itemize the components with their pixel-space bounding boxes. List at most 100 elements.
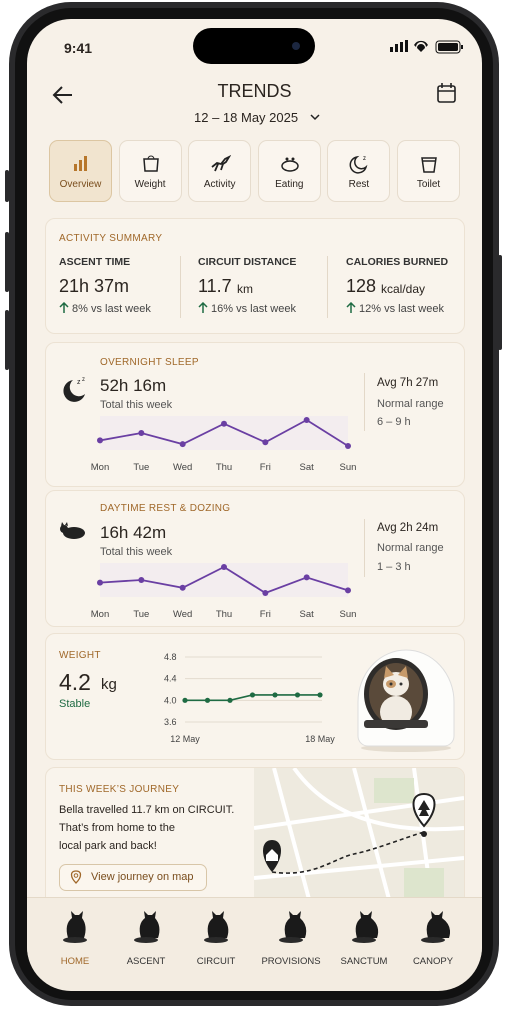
svg-text:z: z — [363, 156, 366, 162]
total: 52h 16m — [100, 376, 167, 395]
metric-unit: km — [237, 282, 253, 296]
tab[interactable]: Toilet — [397, 140, 460, 202]
day-label: Sun — [340, 462, 357, 473]
y-tick-label: 3.6 — [164, 717, 177, 727]
point — [303, 417, 310, 423]
nav-label: HOME — [60, 956, 90, 967]
day-label: Sun — [340, 609, 357, 620]
range-label: Normal range — [377, 542, 444, 554]
day-label: Mon — [91, 462, 109, 473]
tab-label: Weight — [134, 179, 166, 190]
point — [249, 692, 256, 698]
journey-text: That’s from home to the — [59, 822, 175, 834]
metric-label: CIRCUIT DISTANCE — [198, 256, 297, 268]
point — [345, 443, 351, 449]
nav-item[interactable]: ASCENT — [111, 898, 181, 978]
point — [221, 420, 227, 427]
average: Avg 2h 24m — [377, 522, 439, 534]
metric-value: 11.7 — [198, 276, 232, 296]
point — [179, 584, 186, 591]
metric-label: CALORIES BURNED — [346, 256, 449, 268]
point — [138, 577, 145, 583]
metric-change: 16% vs last week — [211, 303, 296, 315]
tab-label: Toilet — [416, 179, 441, 190]
button-label: View journey on map — [91, 871, 194, 883]
metric-value: 21h 37m — [59, 276, 130, 296]
map — [254, 768, 464, 918]
point — [227, 697, 233, 703]
day-label: Thu — [216, 462, 232, 473]
day-label: Fri — [260, 462, 271, 473]
card-title: ACTIVITY SUMMARY — [59, 233, 163, 244]
nav-item[interactable]: HOME — [40, 898, 110, 978]
journey-card: THIS WEEK’S JOURNEY View journey on map … — [45, 767, 465, 919]
date-range[interactable]: 12 – 18 May 2025 — [194, 110, 299, 125]
point — [294, 692, 301, 698]
point — [262, 590, 269, 596]
tab-label: Rest — [348, 179, 370, 190]
weight-value: 4.2 — [59, 669, 91, 695]
weight-chart: 3.6 4.0 4.4 4.8 12 May 18 May — [164, 652, 335, 744]
average: Avg 7h 27m — [377, 377, 439, 389]
point — [97, 579, 103, 586]
card-title: OVERNIGHT SLEEP — [100, 357, 199, 368]
point — [262, 439, 269, 446]
journey-text: Bella travelled 11.7 km on CIRCUIT. — [59, 804, 235, 816]
view-map-button[interactable]: View journey on map — [59, 864, 207, 891]
range-label: Normal range — [377, 398, 444, 410]
tab-label: Overview — [59, 179, 102, 190]
day-label: Fri — [260, 609, 271, 620]
day-label: Thu — [216, 609, 232, 620]
litter-box-image — [357, 649, 455, 752]
card-title: WEIGHT — [59, 650, 101, 661]
total-label: Total this week — [100, 546, 173, 558]
point — [138, 430, 145, 436]
tab[interactable]: Weight — [118, 140, 182, 202]
point — [303, 574, 310, 581]
tab[interactable]: Eating — [257, 140, 321, 202]
day-label: Tue — [133, 609, 149, 620]
screen-title: TRENDS — [217, 81, 292, 101]
tab[interactable]: Activity — [188, 140, 252, 202]
bottom-nav: HOME ASCENT CIRCUIT PROVISIONS SANCTUM CANOPY — [27, 897, 482, 991]
weight-card: WEIGHT 4.2 kg Stable — [45, 633, 465, 760]
cat-rest-icon — [60, 522, 85, 539]
svg-text:z: z — [82, 377, 85, 383]
activity-card: ACTIVITY SUMMARY ASCENT TIME 21h 37m 8% vs… — [45, 218, 465, 334]
tab[interactable]: Overview — [49, 140, 112, 202]
point — [317, 692, 323, 698]
card-title: THIS WEEK’S JOURNEY — [59, 784, 180, 795]
tab[interactable]: z Rest — [327, 140, 391, 202]
nav-item[interactable]: CANOPY — [398, 898, 468, 978]
range: 1 – 3 h — [377, 561, 411, 573]
nav-label: CIRCUIT — [196, 956, 236, 967]
rest-chart: Mon Tue Wed Thu Fri Sat Sun — [91, 563, 357, 620]
day-label: Sat — [300, 609, 315, 620]
metric-unit: kcal/day — [381, 282, 426, 296]
weight-unit: kg — [101, 676, 117, 693]
day-label: Sat — [300, 462, 315, 473]
total: 16h 42m — [100, 523, 167, 542]
nav-item[interactable]: SANCTUM — [329, 898, 399, 978]
point — [179, 441, 186, 448]
status-time: 9:41 — [64, 40, 93, 56]
total-label: Total this week — [100, 399, 173, 411]
nav-item[interactable]: CIRCUIT — [181, 898, 251, 978]
weight-status: Stable — [59, 698, 91, 710]
point — [97, 437, 103, 444]
day-label: Mon — [91, 609, 109, 620]
day-label: Wed — [173, 462, 192, 473]
metric-value: 128 — [346, 276, 377, 296]
nav-label: ASCENT — [126, 956, 166, 967]
point — [182, 697, 188, 703]
range: 6 – 9 h — [377, 416, 411, 428]
point — [345, 587, 351, 594]
y-tick-label: 4.0 — [164, 695, 177, 705]
nav-item[interactable]: PROVISIONS — [256, 898, 326, 978]
metric-change: 8% vs last week — [72, 303, 151, 315]
y-tick-label: 4.4 — [164, 674, 177, 684]
tab-label: Activity — [203, 179, 236, 190]
